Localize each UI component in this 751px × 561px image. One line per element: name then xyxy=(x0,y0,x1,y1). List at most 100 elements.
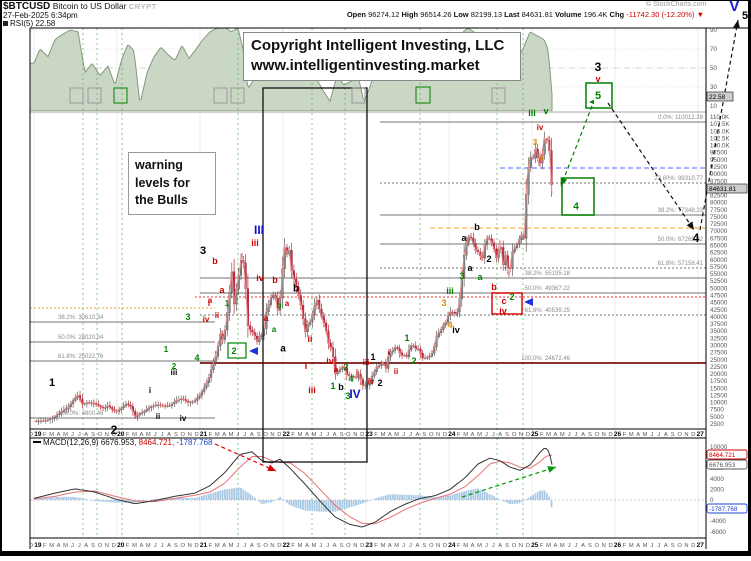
macd-hist-bar xyxy=(518,500,520,503)
price-axis-label: 42500 xyxy=(710,307,728,314)
price-axis-label: 15000 xyxy=(710,385,728,392)
x-axis-month-label: M xyxy=(380,432,385,438)
price-axis-label: 57500 xyxy=(710,264,728,271)
macd-hist-bar xyxy=(355,500,357,506)
x-axis-month-label: M xyxy=(629,543,634,549)
macd-value-label: -1787.768 xyxy=(709,506,738,513)
wave-label: 4 xyxy=(348,374,353,384)
symbol-exchange: CRYPT xyxy=(129,2,157,11)
x-axis-month-label: O xyxy=(346,432,351,438)
x-axis-month-label: D xyxy=(360,432,364,438)
x-axis-year-label: 23 xyxy=(365,542,373,549)
wave-label: iv xyxy=(180,414,187,423)
macd-hist-bar xyxy=(443,496,445,500)
bear-phase-box xyxy=(263,88,367,462)
macd-hist-bar xyxy=(452,494,454,500)
wave-label: v xyxy=(543,106,548,116)
x-axis-month-label: O xyxy=(263,543,268,549)
x-axis-year-label: 27 xyxy=(697,542,705,549)
macd-hist-bar xyxy=(70,497,72,500)
x-axis-month-label: S xyxy=(174,543,178,549)
x-axis-month-label: M xyxy=(63,543,68,549)
fib-label: 50.0%: 49367.22 xyxy=(525,286,571,292)
macd-hist-bar xyxy=(270,500,272,502)
x-axis-month-label: D xyxy=(691,432,695,438)
rsi-axis-label: 10 xyxy=(710,103,717,110)
macd-hist-bar xyxy=(42,498,44,500)
price-axis-label: 17500 xyxy=(710,378,728,385)
macd-hist-bar xyxy=(63,497,65,500)
macd-hist-bar xyxy=(295,500,297,507)
macd-hist-bar xyxy=(33,499,35,500)
last-value: 84631.81 xyxy=(522,10,553,19)
macd-hist-bar xyxy=(544,490,546,500)
wave-label: iv xyxy=(499,306,507,316)
warning-annotation-box: warning levels for the Bulls xyxy=(128,152,216,215)
macd-hist-bar xyxy=(353,500,355,506)
macd-hist-bar xyxy=(75,497,77,500)
wave-label: 4 xyxy=(194,353,199,363)
fib-label: 100.0%: 24672.46 xyxy=(521,356,570,362)
macd-hist-bar xyxy=(484,492,486,500)
macd-hist-bar xyxy=(392,494,394,500)
macd-legend: MACD(12,26,9) 6676.953, 8464.721, -1787.… xyxy=(33,438,213,447)
wave-label: 4 xyxy=(693,231,700,245)
macd-hist-bar xyxy=(344,500,346,509)
x-axis-month-label: N xyxy=(270,543,274,549)
x-axis-month-label: S xyxy=(505,432,509,438)
x-axis-year-label: 26 xyxy=(614,431,622,438)
macd-hist-bar xyxy=(194,498,196,500)
macd-hist-bar xyxy=(311,500,313,511)
macd-hist-bar xyxy=(516,500,518,503)
macd-hist-bar xyxy=(507,500,509,503)
wave-label: b xyxy=(474,222,480,232)
corner-wave-v-label: V xyxy=(729,0,740,16)
macd-hist-bar xyxy=(346,500,348,508)
fib-label: 61.8%: 25022.76 xyxy=(58,354,104,360)
macd-hist-bar xyxy=(337,500,339,511)
x-axis-month-label: N xyxy=(353,432,357,438)
wave-label: b xyxy=(338,382,344,392)
wave-label: 3 xyxy=(441,298,446,308)
macd-hist-bar xyxy=(401,495,403,500)
left-arrow-icon xyxy=(524,298,533,306)
x-axis-month-label: O xyxy=(263,432,268,438)
x-axis-month-label: N xyxy=(684,543,688,549)
wave-label: iv xyxy=(537,123,544,132)
wave-label: 3 xyxy=(459,271,464,281)
macd-hist-bar xyxy=(332,500,334,512)
macd-hist-bar xyxy=(300,500,302,509)
arrowhead-icon xyxy=(547,464,557,473)
macd-hist-bar xyxy=(477,488,479,500)
macd-hist-bar xyxy=(459,493,461,500)
macd-hist-bar xyxy=(102,500,104,502)
x-axis-month-label: J xyxy=(243,432,246,438)
macd-hist-bar xyxy=(183,498,185,500)
price-axis-label: 55000 xyxy=(710,271,728,278)
price-axis-label: 2500 xyxy=(710,421,724,428)
macd-hist-bar xyxy=(86,499,88,500)
x-axis-month-label: M xyxy=(380,543,385,549)
x-axis-month-label: M xyxy=(215,543,220,549)
x-axis-month-label: J xyxy=(319,432,322,438)
macd-hist-bar xyxy=(548,497,550,500)
macd-hist-bar xyxy=(495,498,497,500)
macd-hist-bar xyxy=(403,495,405,500)
frame-bottom xyxy=(0,551,751,556)
price-axis-label: 37500 xyxy=(710,321,728,328)
symbol-name: Bitcoin to US Dollar xyxy=(53,1,127,11)
macd-hist-bar xyxy=(551,500,553,507)
macd-hist-bar xyxy=(79,498,81,500)
x-axis-month-label: J xyxy=(485,543,488,549)
macd-hist-bar xyxy=(498,499,500,500)
x-axis-month-label: D xyxy=(443,543,447,549)
x-axis-month-label: A xyxy=(57,543,61,549)
macd-hist-bar xyxy=(224,489,226,500)
fib-label: 61.8%: 40539.25 xyxy=(525,308,571,314)
macd-hist-bar xyxy=(187,498,189,500)
macd-hist-bar xyxy=(93,500,95,501)
x-axis-month-label: F xyxy=(374,543,378,549)
x-axis-month-label: O xyxy=(677,432,682,438)
macd-hist-bar xyxy=(357,500,359,505)
stockcharts-credit: © StockCharts.com xyxy=(646,1,706,8)
